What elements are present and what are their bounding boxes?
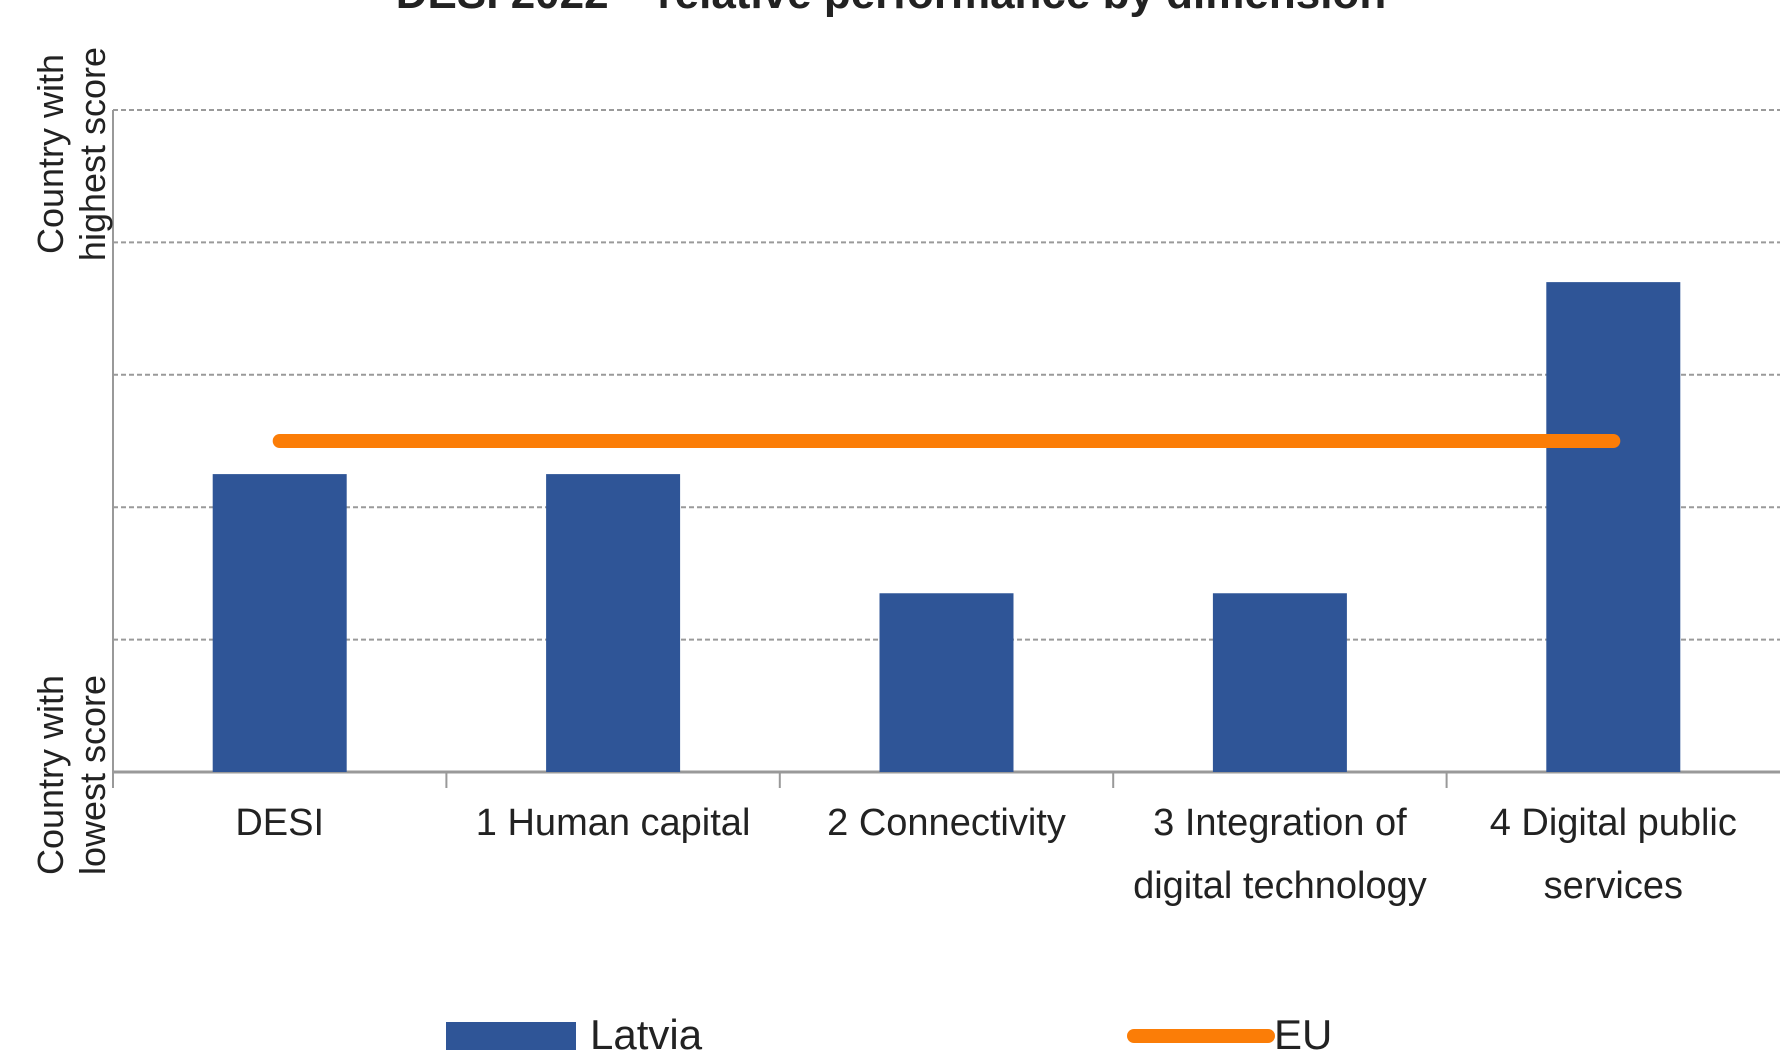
x-tick-label: 4 Digital public services xyxy=(1489,802,1737,907)
chart-title: DESI 2022 – relative performance by dime… xyxy=(396,0,1386,18)
x-tick-label: 1 Human capital xyxy=(475,802,751,844)
legend-swatch xyxy=(446,1022,576,1050)
y-label-bottom: Country with lowest score xyxy=(30,674,113,876)
bar xyxy=(879,593,1014,772)
bar xyxy=(1212,593,1347,772)
legend-label: Latvia xyxy=(590,1011,703,1058)
y-label-top: Country with highest score xyxy=(30,46,113,262)
legend-label: EU xyxy=(1274,1011,1333,1058)
bar xyxy=(546,474,681,772)
x-tick-label: 2 Connectivity xyxy=(827,802,1066,844)
x-tick-label: 3 Integration of digital technology xyxy=(1133,802,1427,907)
x-tick-label: DESI xyxy=(235,802,325,844)
bar xyxy=(1546,282,1681,772)
bar xyxy=(212,474,347,772)
